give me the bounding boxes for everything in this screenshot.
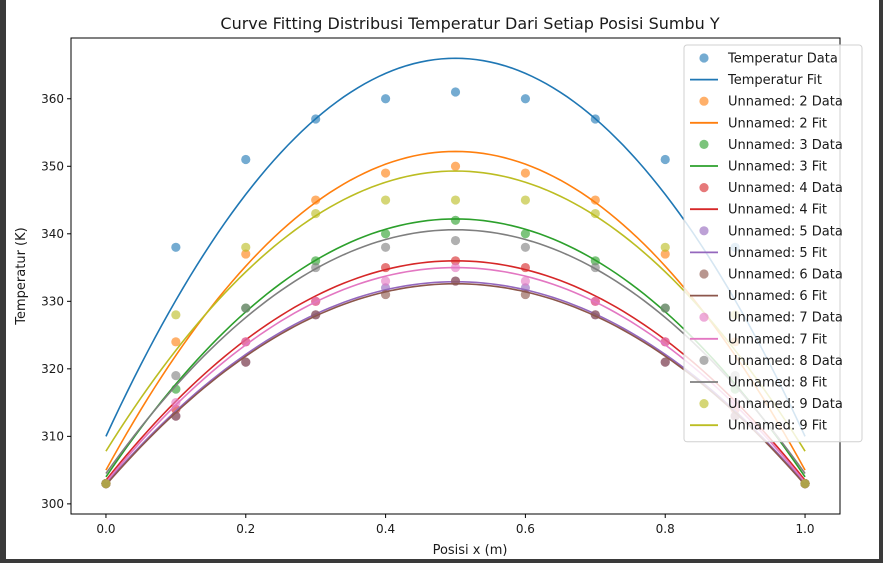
x-tick-label: 1.0	[795, 522, 814, 536]
legend-label: Unnamed: 5 Fit	[728, 246, 827, 261]
data-point	[380, 229, 391, 239]
data-point	[520, 242, 531, 252]
data-point	[380, 195, 391, 205]
chart-axes: 0.0 0.2 0.4 0.6 0.8 1.0 300 310 320 330 340 350 360	[41, 92, 814, 536]
legend-label: Unnamed: 2 Data	[728, 95, 843, 110]
data-point	[171, 242, 181, 252]
data-point	[520, 229, 531, 239]
legend-label: Temperatur Fit	[727, 73, 822, 88]
chart-legend: Temperatur Data Temperatur Fit Unnamed: 2 …	[683, 44, 863, 443]
legend-label: Unnamed: 3 Data	[728, 138, 843, 153]
legend-marker	[699, 96, 709, 106]
data-point	[660, 154, 670, 165]
data-point	[660, 357, 670, 367]
data-point	[171, 398, 181, 408]
legend-label: Unnamed: 6 Fit	[728, 289, 827, 304]
data-point	[660, 303, 670, 313]
y-tick-label: 350	[41, 159, 64, 173]
data-point	[450, 87, 461, 97]
legend-label: Unnamed: 6 Data	[728, 268, 843, 283]
legend-marker	[699, 355, 709, 365]
legend-marker	[699, 312, 709, 322]
x-axis-label: Posisi x (m)	[433, 543, 508, 558]
data-point	[450, 235, 461, 246]
legend-box	[683, 44, 863, 443]
legend-label: Unnamed: 8 Fit	[728, 376, 827, 391]
data-point	[241, 303, 251, 313]
data-point	[520, 94, 531, 104]
data-point	[590, 208, 600, 219]
data-point	[101, 479, 111, 489]
data-point	[171, 370, 181, 381]
legend-marker	[699, 399, 709, 409]
y-tick-label: 340	[41, 227, 64, 241]
chart-title: Curve Fitting Distribusi Temperatur Dari…	[220, 14, 719, 33]
y-tick-label: 310	[41, 429, 64, 443]
data-point	[800, 479, 810, 489]
data-point	[450, 161, 461, 171]
y-tick-label: 300	[41, 497, 64, 511]
legend-label: Unnamed: 4 Fit	[728, 203, 827, 218]
legend-label: Unnamed: 3 Fit	[728, 160, 827, 175]
legend-label: Temperatur Data	[727, 52, 838, 67]
data-point	[171, 337, 181, 347]
x-tick-label: 0.4	[376, 522, 395, 536]
data-point	[241, 249, 251, 259]
legend-label: Unnamed: 4 Data	[728, 181, 843, 196]
legend-label: Unnamed: 9 Data	[728, 397, 843, 412]
y-tick-label: 320	[41, 362, 64, 376]
legend-label: Unnamed: 2 Fit	[728, 116, 827, 131]
data-point	[520, 168, 531, 178]
legend-marker	[699, 53, 709, 63]
legend-marker	[699, 183, 709, 193]
data-point	[241, 242, 251, 252]
data-point	[241, 154, 251, 165]
data-point	[660, 249, 670, 259]
x-tick-label: 0.8	[656, 522, 675, 536]
legend-label: Unnamed: 7 Fit	[728, 332, 827, 347]
data-point	[380, 168, 391, 178]
data-point	[311, 208, 321, 219]
data-point	[311, 195, 321, 205]
x-tick-label: 0.2	[236, 522, 255, 536]
x-tick-label: 0.6	[516, 522, 535, 536]
legend-label: Unnamed: 5 Data	[728, 224, 843, 239]
data-point	[380, 242, 391, 252]
data-point	[450, 215, 461, 225]
data-point	[520, 195, 531, 205]
x-tick-label: 0.0	[96, 522, 115, 536]
data-point	[380, 94, 391, 104]
data-point	[450, 195, 461, 205]
y-axis-label: Temperatur (K)	[14, 227, 29, 325]
legend-marker	[699, 269, 709, 279]
data-point	[171, 310, 181, 320]
legend-marker	[699, 226, 709, 236]
data-point	[241, 357, 251, 367]
data-point	[660, 242, 670, 252]
legend-marker	[699, 139, 709, 149]
y-tick-label: 330	[41, 294, 64, 308]
legend-label: Unnamed: 7 Data	[728, 311, 843, 326]
data-point	[590, 195, 600, 205]
legend-label: Unnamed: 9 Fit	[728, 419, 827, 434]
data-point	[380, 276, 391, 286]
data-point	[520, 276, 531, 286]
legend-label: Unnamed: 8 Data	[728, 354, 843, 369]
y-tick-label: 360	[41, 92, 64, 106]
